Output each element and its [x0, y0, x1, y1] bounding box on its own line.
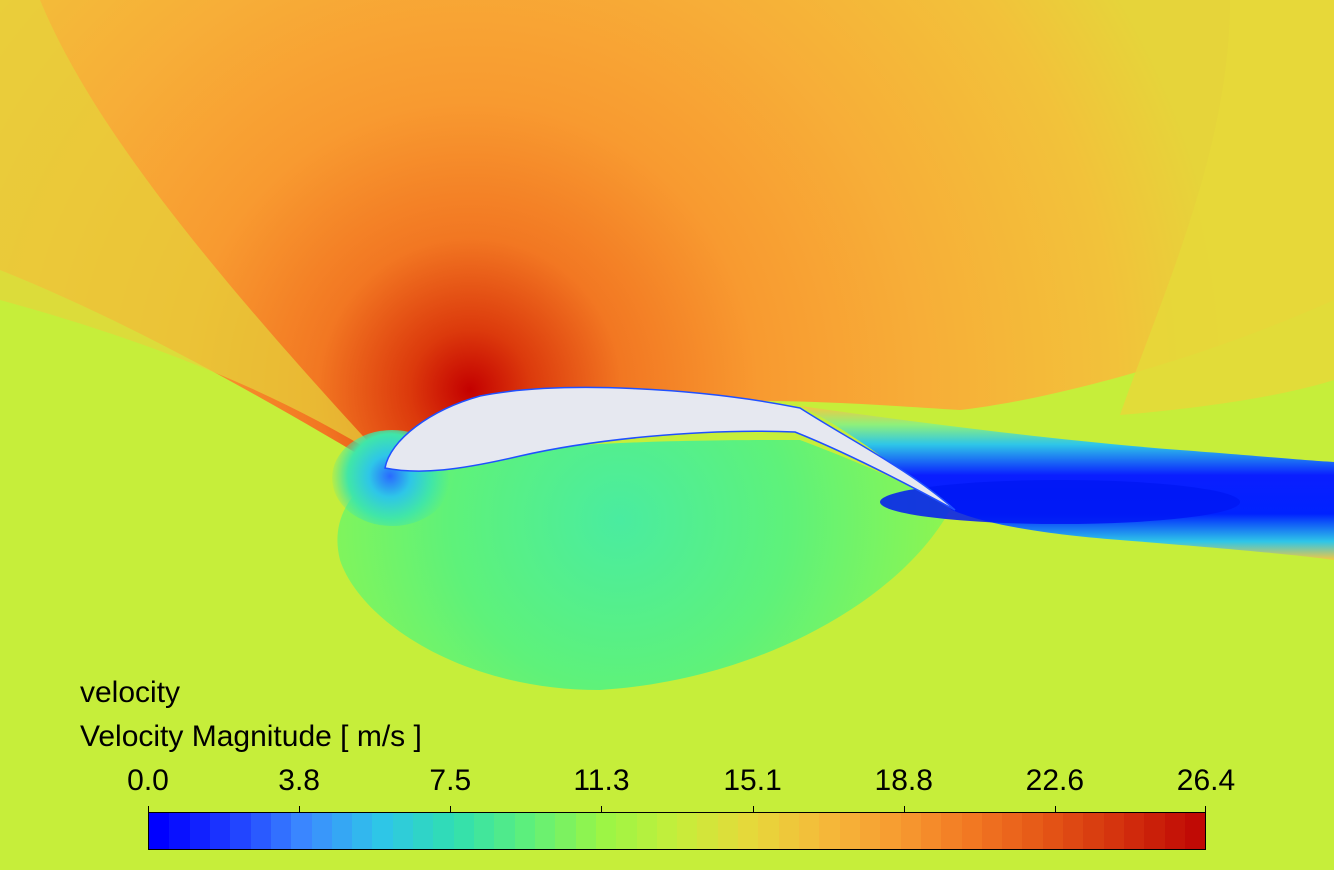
- colorbar-tick-mark: [1054, 806, 1056, 814]
- colorbar-swatch: [1164, 813, 1185, 849]
- suction-band-left: [0, 0, 385, 460]
- colorbar-tick-label: 7.5: [429, 764, 472, 797]
- colorbar-swatch: [1124, 813, 1145, 849]
- colorbar-swatch: [270, 813, 292, 849]
- colorbar-swatch: [169, 813, 190, 849]
- colorbar-tick-mark: [299, 806, 301, 814]
- colorbar-swatch: [230, 813, 251, 849]
- colorbar-swatch: [819, 813, 840, 849]
- colorbar-tick-label: 22.6: [1025, 764, 1085, 797]
- colorbar-swatch: [575, 813, 596, 849]
- pressure-side-region: [337, 440, 951, 690]
- colorbar-swatch: [555, 813, 576, 849]
- legend-quantity-label: Velocity Magnitude [ m/s ]: [80, 720, 422, 753]
- colorbar-tick-label: 11.3: [573, 764, 630, 797]
- colorbar-swatch: [250, 813, 271, 849]
- wake-core: [880, 480, 1240, 524]
- colorbar-swatch: [778, 813, 799, 849]
- colorbar-swatch: [413, 813, 434, 849]
- colorbar-swatch: [941, 813, 962, 849]
- airfoil-body: [384, 386, 956, 511]
- colorbar-swatch: [1184, 813, 1206, 849]
- colorbar-swatch: [1144, 813, 1165, 849]
- colorbar-swatch: [1042, 813, 1064, 849]
- colorbar-tick-marks: [148, 806, 1206, 814]
- colorbar-swatch: [311, 813, 332, 849]
- colorbar-swatch: [291, 813, 312, 849]
- colorbar-tick-label: 3.8: [278, 764, 320, 797]
- suction-band-outer: [1120, 0, 1334, 415]
- colorbar-swatch: [656, 813, 678, 849]
- colorbar-swatch: [677, 813, 698, 849]
- colorbar-swatch: [738, 813, 759, 849]
- colorbar: [148, 812, 1206, 850]
- colorbar-swatch: [474, 813, 495, 849]
- colorbar-swatch: [433, 813, 454, 849]
- colorbar-tick-label: 15.1: [723, 764, 782, 797]
- colorbar-swatch: [1002, 813, 1023, 849]
- colorbar-swatch: [717, 813, 739, 849]
- colorbar-swatch: [534, 813, 556, 849]
- colorbar-tick-label: 0.0: [127, 764, 169, 797]
- colorbar-swatch: [352, 813, 373, 849]
- colorbar-swatch: [494, 813, 515, 849]
- legend-variable-name: velocity: [80, 676, 181, 709]
- colorbar-swatch: [1103, 813, 1124, 849]
- colorbar-swatch: [189, 813, 210, 849]
- colorbar-swatch: [839, 813, 860, 849]
- colorbar-swatch: [859, 813, 881, 849]
- colorbar-tick-label: 26.4: [1176, 764, 1236, 797]
- colorbar-tick-mark: [1205, 806, 1206, 814]
- colorbar-tick-label: 18.8: [874, 764, 933, 797]
- colorbar-tick-mark: [601, 806, 603, 814]
- colorbar-swatch: [981, 813, 1003, 849]
- colorbar-swatch: [799, 813, 820, 849]
- colorbar-swatch: [149, 813, 170, 849]
- colorbar-swatch: [697, 813, 718, 849]
- colorbar-swatch: [453, 813, 474, 849]
- colorbar-swatch: [758, 813, 779, 849]
- colorbar-swatch: [209, 813, 231, 849]
- colorbar-tick-mark: [148, 806, 149, 814]
- colorbar-swatch: [900, 813, 921, 849]
- colorbar-swatch: [1022, 813, 1043, 849]
- colorbar-swatch: [636, 813, 657, 849]
- colorbar-swatch: [331, 813, 353, 849]
- colorbar-swatch: [880, 813, 901, 849]
- colorbar-swatch: [616, 813, 637, 849]
- colorbar-swatch: [920, 813, 942, 849]
- colorbar-tick-mark: [752, 806, 754, 814]
- colorbar-tick-mark: [903, 806, 905, 814]
- colorbar-swatch: [1083, 813, 1104, 849]
- colorbar-swatch: [1063, 813, 1084, 849]
- colorbar-swatch: [595, 813, 617, 849]
- colorbar-swatch: [961, 813, 982, 849]
- colorbar-swatch: [372, 813, 393, 849]
- colorbar-tick-mark: [450, 806, 452, 814]
- suction-side-region: [0, 0, 1334, 470]
- colorbar-swatch: [392, 813, 414, 849]
- colorbar-swatch: [514, 813, 535, 849]
